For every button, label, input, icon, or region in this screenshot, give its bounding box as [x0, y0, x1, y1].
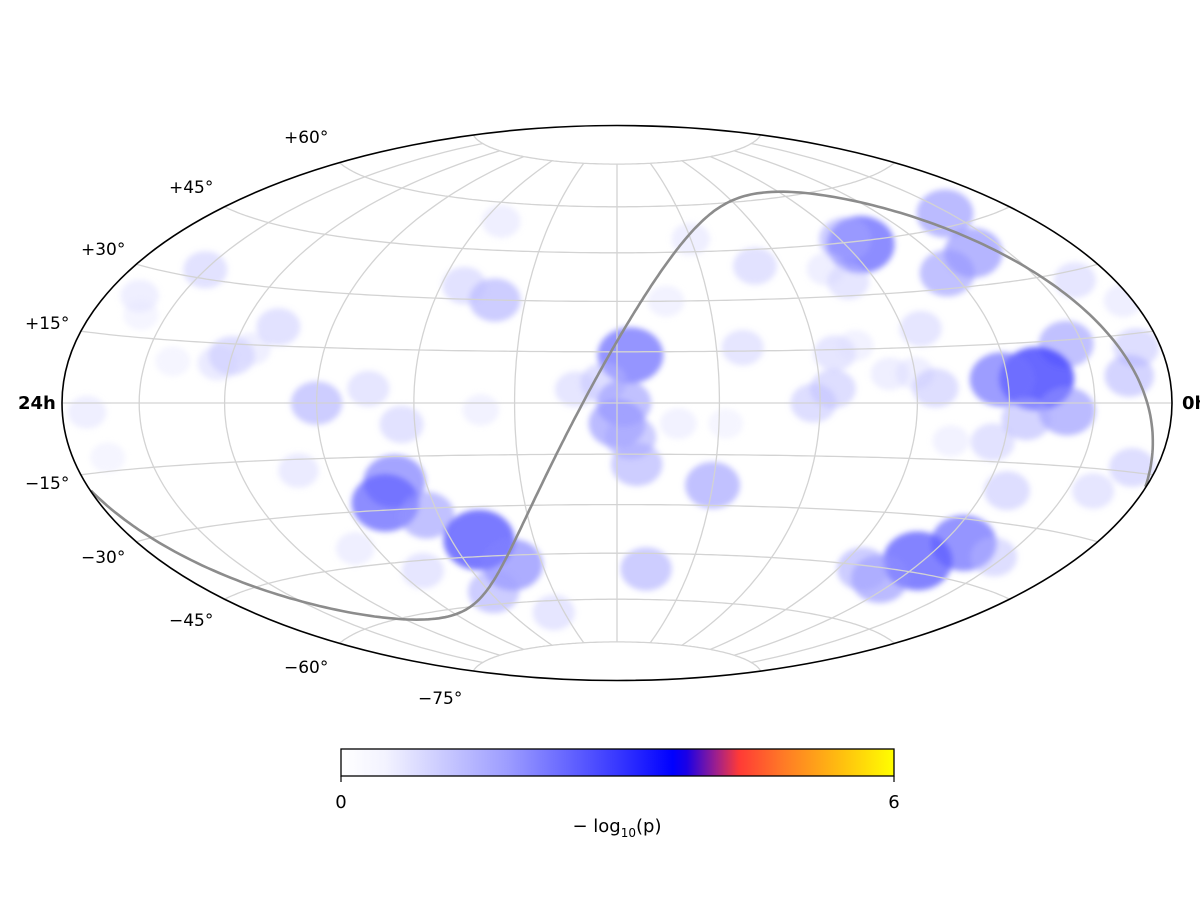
heatmap-hotspot — [1001, 398, 1052, 441]
heatmap-hotspot — [481, 204, 521, 238]
great-circle-curve — [90, 190, 1155, 622]
heatmap-hotspot — [401, 552, 445, 589]
colorbar-label-prefix: − log — [572, 816, 620, 837]
heatmap-hotspot — [1109, 447, 1156, 488]
heatmap-hotspot — [399, 491, 455, 539]
dec-label-plus-30: +30° — [81, 240, 125, 260]
heatmap-hotspot — [335, 532, 375, 565]
heatmap-hotspot — [256, 308, 301, 346]
heatmap-hotspot — [123, 300, 159, 330]
map-outline — [61, 124, 1173, 682]
heatmap-hotspot — [620, 547, 672, 591]
dec-label-minus-75: −75° — [418, 689, 462, 709]
heatmap-hotspot — [912, 368, 959, 408]
colorbar: 0 6 − log10(p) — [335, 748, 900, 840]
graticule-meridian — [315, 156, 524, 650]
dec-label-minus-30: −30° — [81, 548, 125, 568]
heatmap-hotspot — [970, 423, 1015, 461]
heatmap-hotspot — [379, 405, 424, 444]
colorbar-label-suffix: (p) — [636, 816, 661, 837]
heatmap-hotspot — [932, 425, 970, 457]
heatmap-hotspot — [462, 394, 500, 426]
dec-label-minus-15: −15° — [25, 474, 69, 494]
heatmap-hotspot — [468, 569, 520, 614]
heatmap-hotspot — [1053, 262, 1097, 299]
dec-label-minus-45: −45° — [169, 611, 213, 631]
heatmap-hotspot — [278, 453, 319, 488]
heatmap-hotspot — [232, 332, 272, 366]
colorbar-axis-label: − log10(p) — [572, 816, 661, 840]
heatmap-hotspot — [984, 471, 1030, 511]
graticule-meridian — [223, 150, 501, 656]
heatmap-layer — [67, 189, 1160, 631]
graticule-meridian — [710, 156, 919, 650]
graticule-meridian — [413, 160, 553, 646]
ra-label-left: 24h — [18, 393, 56, 414]
dec-label-minus-60: −60° — [284, 658, 328, 678]
heatmap-hotspot — [659, 407, 697, 440]
heatmap-hotspot — [532, 594, 575, 631]
heatmap-hotspot — [442, 266, 487, 305]
heatmap-hotspot — [90, 442, 126, 473]
heatmap-hotspot — [1072, 473, 1115, 509]
heatmap-hotspot — [155, 346, 191, 377]
colorbar-max-label: 6 — [888, 792, 899, 813]
colorbar-label-subscript: 10 — [621, 826, 636, 840]
graticule-meridian — [513, 162, 585, 644]
heatmap-hotspot — [806, 252, 846, 286]
heatmap-hotspot — [67, 395, 107, 429]
graticule-meridian — [681, 160, 821, 646]
heatmap-hotspot — [611, 442, 663, 487]
heatmap-hotspot — [347, 370, 390, 407]
heatmap-hotspot — [732, 247, 778, 285]
heatmap-hotspot — [819, 217, 871, 261]
ra-label-right: 0h — [1182, 393, 1200, 414]
heatmap-hotspot — [197, 345, 239, 381]
graticule — [62, 134, 1172, 672]
heatmap-hotspot — [969, 352, 1034, 407]
graticule-meridian — [751, 142, 1096, 664]
dec-label-plus-15: +15° — [25, 314, 69, 334]
heatmap-hotspot — [836, 329, 874, 362]
heatmap-hotspot — [708, 408, 744, 439]
heatmap-hotspot — [721, 329, 764, 366]
colorbar-gradient — [340, 748, 895, 777]
colorbar-min-label: 0 — [335, 792, 346, 813]
heatmap-hotspot — [916, 189, 974, 238]
dec-label-plus-60: +60° — [284, 128, 328, 148]
dec-label-plus-45: +45° — [169, 178, 213, 198]
heatmap-hotspot — [971, 537, 1018, 577]
heatmap-hotspot — [1038, 387, 1096, 436]
heatmap-hotspot — [899, 310, 942, 347]
heatmap-hotspot — [836, 547, 889, 591]
graticule-meridian — [733, 150, 1011, 656]
heatmap-hotspot — [919, 249, 975, 297]
